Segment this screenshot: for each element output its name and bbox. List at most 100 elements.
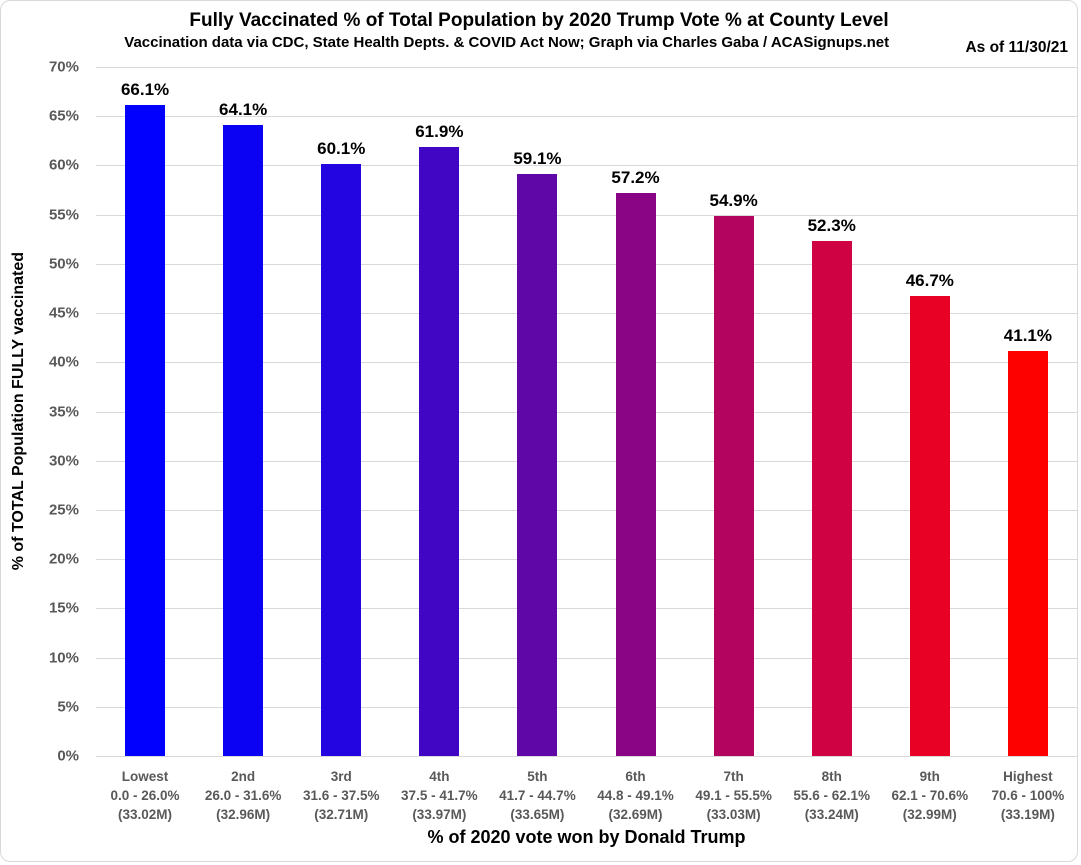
x-axis-category: 5th 41.7 - 44.7% (33.65M) [488, 767, 586, 824]
gridline [96, 362, 1077, 364]
gridline [96, 263, 1077, 265]
x-axis-category: 8th 55.6 - 62.1% (33.24M) [783, 767, 881, 824]
bar-value-label: 52.3% [807, 216, 856, 236]
category-population: (33.97M) [412, 807, 467, 822]
category-name: Lowest [121, 769, 169, 784]
bar-value-label: 59.1% [513, 149, 562, 169]
x-axis-category: Lowest 0.0 - 26.0% (33.02M) [96, 767, 194, 824]
gridline [96, 214, 1077, 216]
x-axis-category: 9th 62.1 - 70.6% (32.99M) [881, 767, 979, 824]
gridline [96, 706, 1077, 708]
bar-value-label: 64.1% [219, 100, 268, 120]
x-axis-title: % of 2020 vote won by Donald Trump [427, 827, 746, 847]
category-population: (32.99M) [902, 807, 957, 822]
category-range: 62.1 - 70.6% [891, 788, 969, 803]
y-tick-label: 10% [48, 649, 79, 667]
bar-column: 52.3% [783, 67, 881, 756]
bar [615, 193, 656, 756]
category-population: (33.03M) [706, 807, 761, 822]
category-range: 70.6 - 100% [991, 788, 1065, 803]
bar [125, 105, 166, 756]
y-tick-label: 30% [48, 452, 79, 470]
bar [223, 125, 264, 756]
bar-column: 61.9% [390, 67, 488, 756]
x-axis-category: 4th 37.5 - 41.7% (33.97M) [390, 767, 488, 824]
y-axis-ticks: 0% 5% 10% 15% 20% 25% 30% 35% 40% 45% 50% 55% 60% 65%… [1, 59, 79, 765]
category-population: (33.19M) [1000, 807, 1055, 822]
bar-column: 60.1% [292, 67, 390, 756]
y-tick-label: 40% [48, 353, 79, 371]
y-tick-label: 20% [48, 550, 79, 568]
bar-value-label: 66.1% [120, 80, 170, 100]
gridline [96, 411, 1077, 413]
bar-column: 59.1% [488, 67, 586, 756]
category-name: 4th [429, 769, 450, 784]
gridline [96, 657, 1077, 659]
category-range: 49.1 - 55.5% [695, 788, 772, 803]
y-tick-label: 15% [48, 599, 79, 617]
y-tick-label: 5% [57, 698, 79, 716]
bar [419, 146, 460, 756]
gridline [96, 67, 1077, 68]
gridline [96, 608, 1077, 610]
y-tick-label: 65% [48, 107, 79, 125]
y-tick-label: 60% [48, 156, 79, 174]
chart-subtitle: Vaccination data via CDC, State Health D… [124, 34, 890, 51]
gridline [96, 509, 1077, 511]
category-range: 26.0 - 31.6% [204, 788, 282, 803]
category-range: 37.5 - 41.7% [401, 788, 478, 803]
y-tick-label: 25% [48, 501, 79, 519]
gridline [96, 313, 1077, 315]
category-name: 5th [527, 769, 548, 784]
category-name: Highest [1003, 769, 1053, 784]
y-tick-label: 55% [48, 206, 79, 224]
category-name: 9th [919, 769, 940, 784]
category-range: 0.0 - 26.0% [110, 788, 180, 803]
bar-value-label: 41.1% [1003, 326, 1052, 346]
bar-value-label: 54.9% [709, 190, 758, 210]
category-range: 55.6 - 62.1% [793, 788, 870, 803]
bar [713, 215, 754, 756]
bar-column: 64.1% [194, 67, 292, 756]
gridline [96, 165, 1077, 167]
category-population: (33.02M) [118, 807, 173, 822]
bar-column: 46.7% [881, 67, 979, 756]
gridline [96, 756, 1077, 757]
bar-column: 66.1% [96, 67, 194, 756]
y-tick-label: 0% [57, 747, 79, 765]
category-name: 2nd [231, 769, 256, 784]
category-range: 41.7 - 44.7% [499, 788, 576, 803]
category-population: (32.69M) [608, 807, 663, 822]
chart-title: Fully Vaccinated % of Total Population b… [189, 10, 889, 31]
bar [909, 296, 950, 756]
bar-value-label: 46.7% [905, 271, 954, 291]
category-name: 6th [625, 769, 646, 784]
bar-value-label: 60.1% [317, 139, 366, 159]
y-tick-label: 50% [48, 255, 79, 273]
bar-column: 41.1% [979, 67, 1077, 756]
gridline [96, 559, 1077, 561]
x-axis-category: 6th 44.8 - 49.1% (32.69M) [586, 767, 684, 824]
gridline [96, 116, 1077, 118]
bar-series: 66.1% 64.1% 60.1% 61.9% 59.1% 57.2% 54.9% 52.3%… [96, 67, 1077, 756]
y-tick-label: 70% [48, 58, 79, 76]
x-axis-category: 3rd 31.6 - 37.5% (32.71M) [292, 767, 390, 824]
category-name: 7th [723, 769, 744, 784]
bar-value-label: 57.2% [611, 168, 660, 187]
category-range: 44.8 - 49.1% [597, 788, 674, 803]
category-name: 3rd [330, 769, 352, 784]
bar-column: 57.2% [586, 67, 684, 756]
category-population: (33.65M) [510, 807, 565, 822]
category-population: (32.96M) [216, 807, 271, 822]
category-name: 8th [821, 769, 842, 784]
bar [811, 241, 852, 756]
y-tick-label: 35% [48, 403, 79, 420]
category-population: (32.71M) [314, 807, 369, 822]
y-tick-label: 45% [48, 304, 79, 322]
bar-value-label: 61.9% [415, 121, 464, 141]
category-range: 31.6 - 37.5% [302, 788, 380, 803]
bar [321, 164, 362, 756]
x-axis-categories: Lowest 0.0 - 26.0% (33.02M) 2nd 26.0 - 31.6%… [96, 767, 1077, 824]
x-axis-category: 2nd 26.0 - 31.6% (32.96M) [194, 767, 292, 824]
